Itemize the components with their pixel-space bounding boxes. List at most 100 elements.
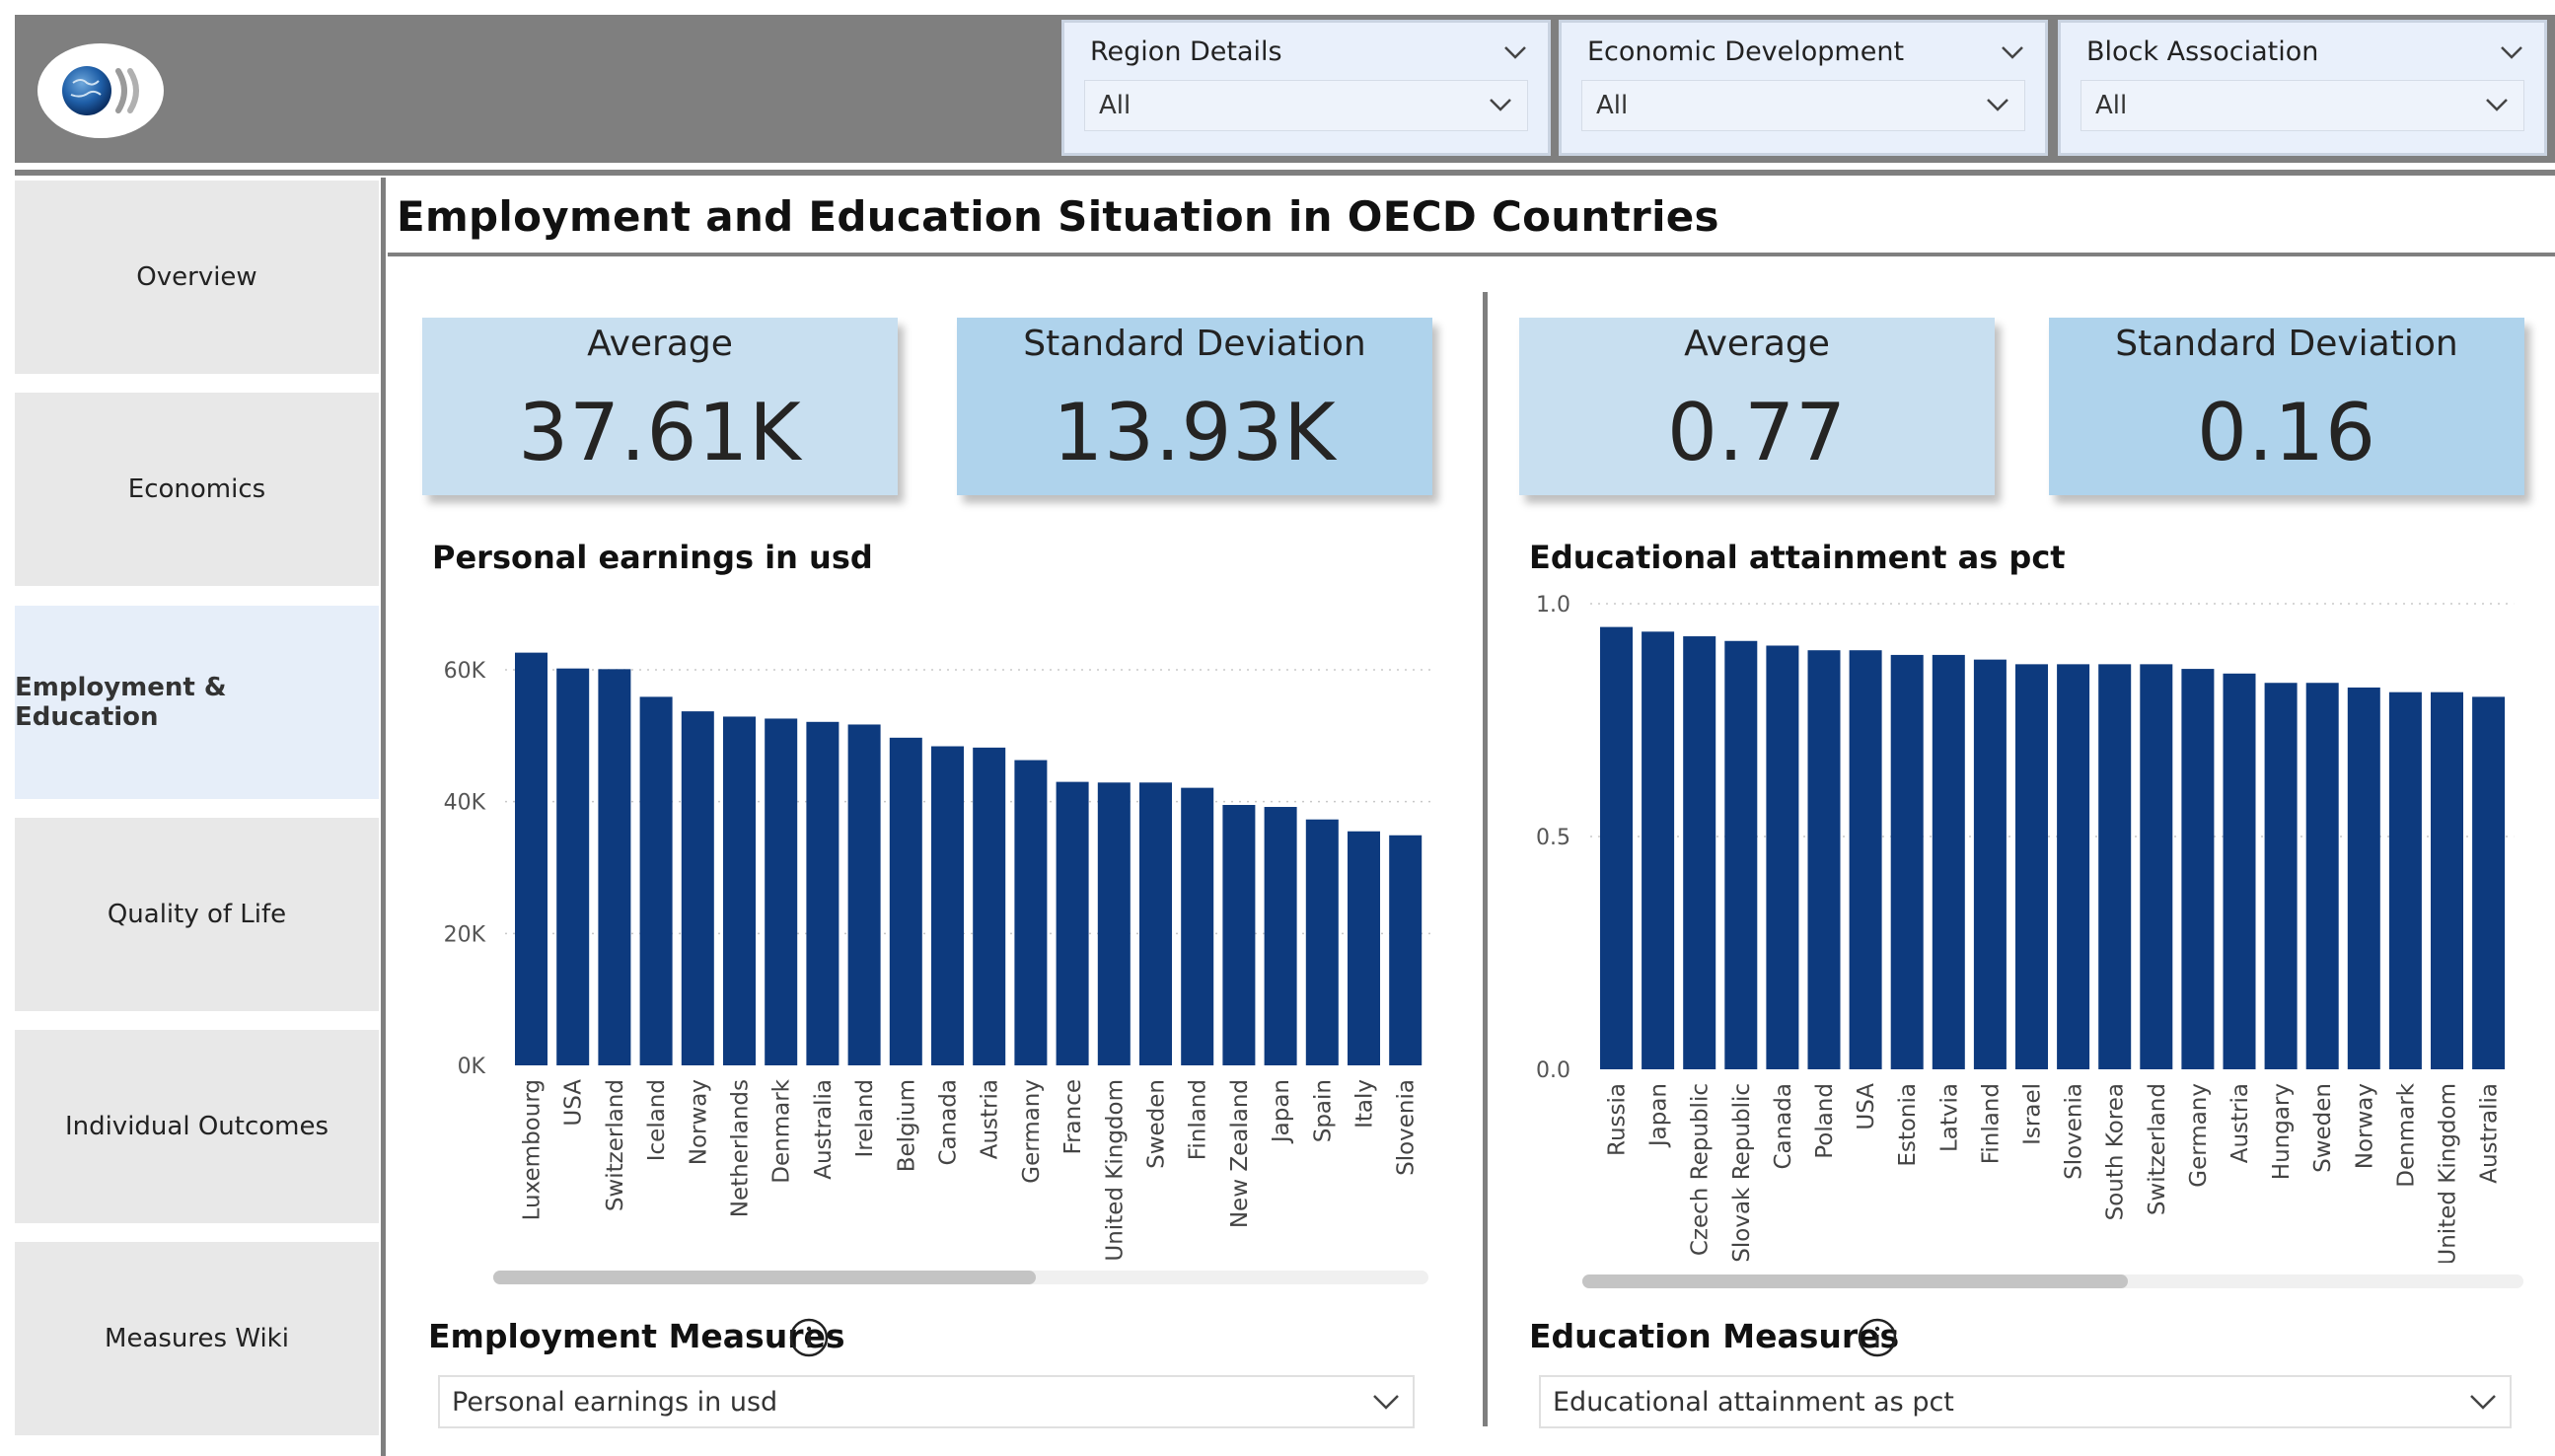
bar	[973, 747, 1006, 1065]
bar	[1724, 640, 1758, 1069]
nav-label: Employment & Education	[15, 673, 227, 732]
filter-block-association[interactable]: Block Association All	[2058, 20, 2547, 156]
x-tick-label: Ireland	[852, 1079, 878, 1158]
x-tick-label: Sweden	[2310, 1083, 2336, 1173]
bar	[1973, 659, 2007, 1069]
bar	[2015, 664, 2048, 1069]
chevron-down-icon[interactable]	[2468, 1391, 2498, 1413]
x-tick-label: France	[1060, 1079, 1086, 1154]
x-tick-label: Denmark	[2393, 1082, 2419, 1187]
nav-economics[interactable]: Economics	[15, 393, 379, 586]
nav-employment-education[interactable]: Employment & Education	[15, 606, 379, 799]
card-label: Average	[1684, 324, 1830, 364]
filter-value: All	[2095, 91, 2128, 120]
nav-quality-of-life[interactable]: Quality of Life	[15, 818, 379, 1011]
chevron-down-icon[interactable]	[2484, 95, 2510, 114]
x-tick-label: Belgium	[894, 1079, 919, 1172]
x-tick-label: Netherlands	[728, 1079, 754, 1217]
x-tick-label: Norway	[686, 1079, 711, 1165]
earnings-bar-chart: 0K 20K 40K 60K Luxembourg USA Switzerland Icela…	[444, 652, 1431, 1262]
bar	[847, 724, 881, 1065]
x-tick-label: Russia	[1605, 1083, 1631, 1156]
bar	[1932, 654, 1965, 1069]
chevron-down-icon[interactable]	[1488, 95, 1513, 114]
chevron-down-icon[interactable]	[2000, 42, 2025, 62]
filter-dropdown[interactable]: All	[2080, 80, 2524, 131]
bar	[2140, 664, 2173, 1069]
x-tick-label: USA	[1854, 1083, 1879, 1130]
education-bar-chart: 0.0 0.5 1.0 Russia Japan Czech Republic Slovak…	[1536, 593, 2515, 1263]
nav-overview[interactable]: Overview	[15, 181, 379, 374]
nav-measures-wiki[interactable]: Measures Wiki	[15, 1242, 379, 1435]
filter-title: Economic Development	[1587, 36, 1905, 67]
nav-label: Economics	[127, 474, 266, 504]
employment-std-card: Standard Deviation 13.93K	[957, 318, 1432, 495]
education-average-card: Average 0.77	[1519, 318, 1995, 495]
filter-economic-development[interactable]: Economic Development All	[1559, 20, 2048, 156]
scrollbar-thumb[interactable]	[1582, 1274, 2129, 1288]
bar	[556, 668, 590, 1065]
oecd-logo	[37, 43, 164, 138]
nav-label: Quality of Life	[107, 900, 287, 929]
x-tick-label: Finland	[1186, 1079, 1211, 1160]
chevron-down-icon[interactable]	[1371, 1391, 1401, 1413]
education-measure-select[interactable]: Educational attainment as pct	[1539, 1375, 2512, 1428]
section-divider	[1483, 292, 1488, 1426]
x-tick-label: Austria	[2227, 1083, 2253, 1163]
filter-value: All	[1099, 91, 1132, 120]
x-tick-label: Slovenia	[2062, 1083, 2087, 1180]
x-tick-label: Latvia	[1936, 1083, 1962, 1152]
bar	[2098, 664, 2132, 1069]
bar	[2472, 696, 2506, 1069]
bar	[1389, 835, 1423, 1065]
bar	[1097, 782, 1131, 1065]
filter-region-details[interactable]: Region Details All	[1061, 20, 1551, 156]
x-tick-label: Australia	[811, 1079, 837, 1180]
y-tick-label: 20K	[444, 922, 486, 947]
education-measures-title: Education Measures	[1529, 1317, 1900, 1355]
bar	[2181, 669, 2215, 1069]
nav-individual-outcomes[interactable]: Individual Outcomes	[15, 1030, 379, 1223]
bar	[1139, 782, 1172, 1065]
x-tick-label: Sweden	[1144, 1079, 1170, 1169]
x-tick-label: Canada	[936, 1079, 962, 1166]
bar	[598, 669, 631, 1065]
employment-measure-select[interactable]: Personal earnings in usd	[438, 1375, 1415, 1428]
chevron-down-icon[interactable]	[1502, 42, 1528, 62]
filter-dropdown[interactable]: All	[1084, 80, 1528, 131]
bar	[639, 696, 673, 1065]
chevron-down-icon[interactable]	[1985, 95, 2010, 114]
sidebar-divider	[381, 178, 386, 1456]
filter-title: Block Association	[2086, 36, 2319, 67]
filter-dropdown[interactable]: All	[1581, 80, 2025, 131]
info-icon[interactable]	[1858, 1318, 1897, 1357]
x-tick-label: Iceland	[644, 1079, 670, 1161]
x-tick-label: Slovak Republic	[1729, 1083, 1755, 1263]
x-tick-label: Poland	[1812, 1083, 1838, 1159]
bar	[1305, 819, 1339, 1065]
header-divider	[15, 170, 2555, 176]
scrollbar-thumb[interactable]	[493, 1271, 1036, 1284]
x-tick-label: Slovenia	[1394, 1079, 1420, 1176]
employment-chart-scrollbar[interactable]	[493, 1271, 1428, 1284]
bar	[931, 746, 964, 1065]
card-label: Standard Deviation	[1023, 324, 1366, 364]
y-tick-label: 0.0	[1536, 1058, 1570, 1083]
x-tick-label: South Korea	[2103, 1083, 2129, 1220]
education-chart-scrollbar[interactable]	[1582, 1274, 2523, 1288]
chevron-down-icon[interactable]	[2499, 42, 2524, 62]
nav-label: Measures Wiki	[105, 1324, 289, 1353]
bar	[681, 711, 714, 1065]
y-tick-label: 0K	[458, 1055, 486, 1079]
bar	[1222, 805, 1256, 1065]
card-value: 0.77	[1666, 387, 1848, 478]
info-icon[interactable]	[789, 1318, 829, 1357]
chart-title-earnings: Personal earnings in usd	[432, 539, 873, 576]
x-tick-label: United Kingdom	[1102, 1079, 1128, 1262]
x-tick-label: Czech Republic	[1688, 1083, 1714, 1256]
x-tick-label: Switzerland	[603, 1079, 628, 1211]
bar	[1683, 636, 1716, 1069]
card-value: 13.93K	[1053, 387, 1337, 478]
bar	[2057, 664, 2090, 1069]
title-divider	[388, 253, 2555, 256]
